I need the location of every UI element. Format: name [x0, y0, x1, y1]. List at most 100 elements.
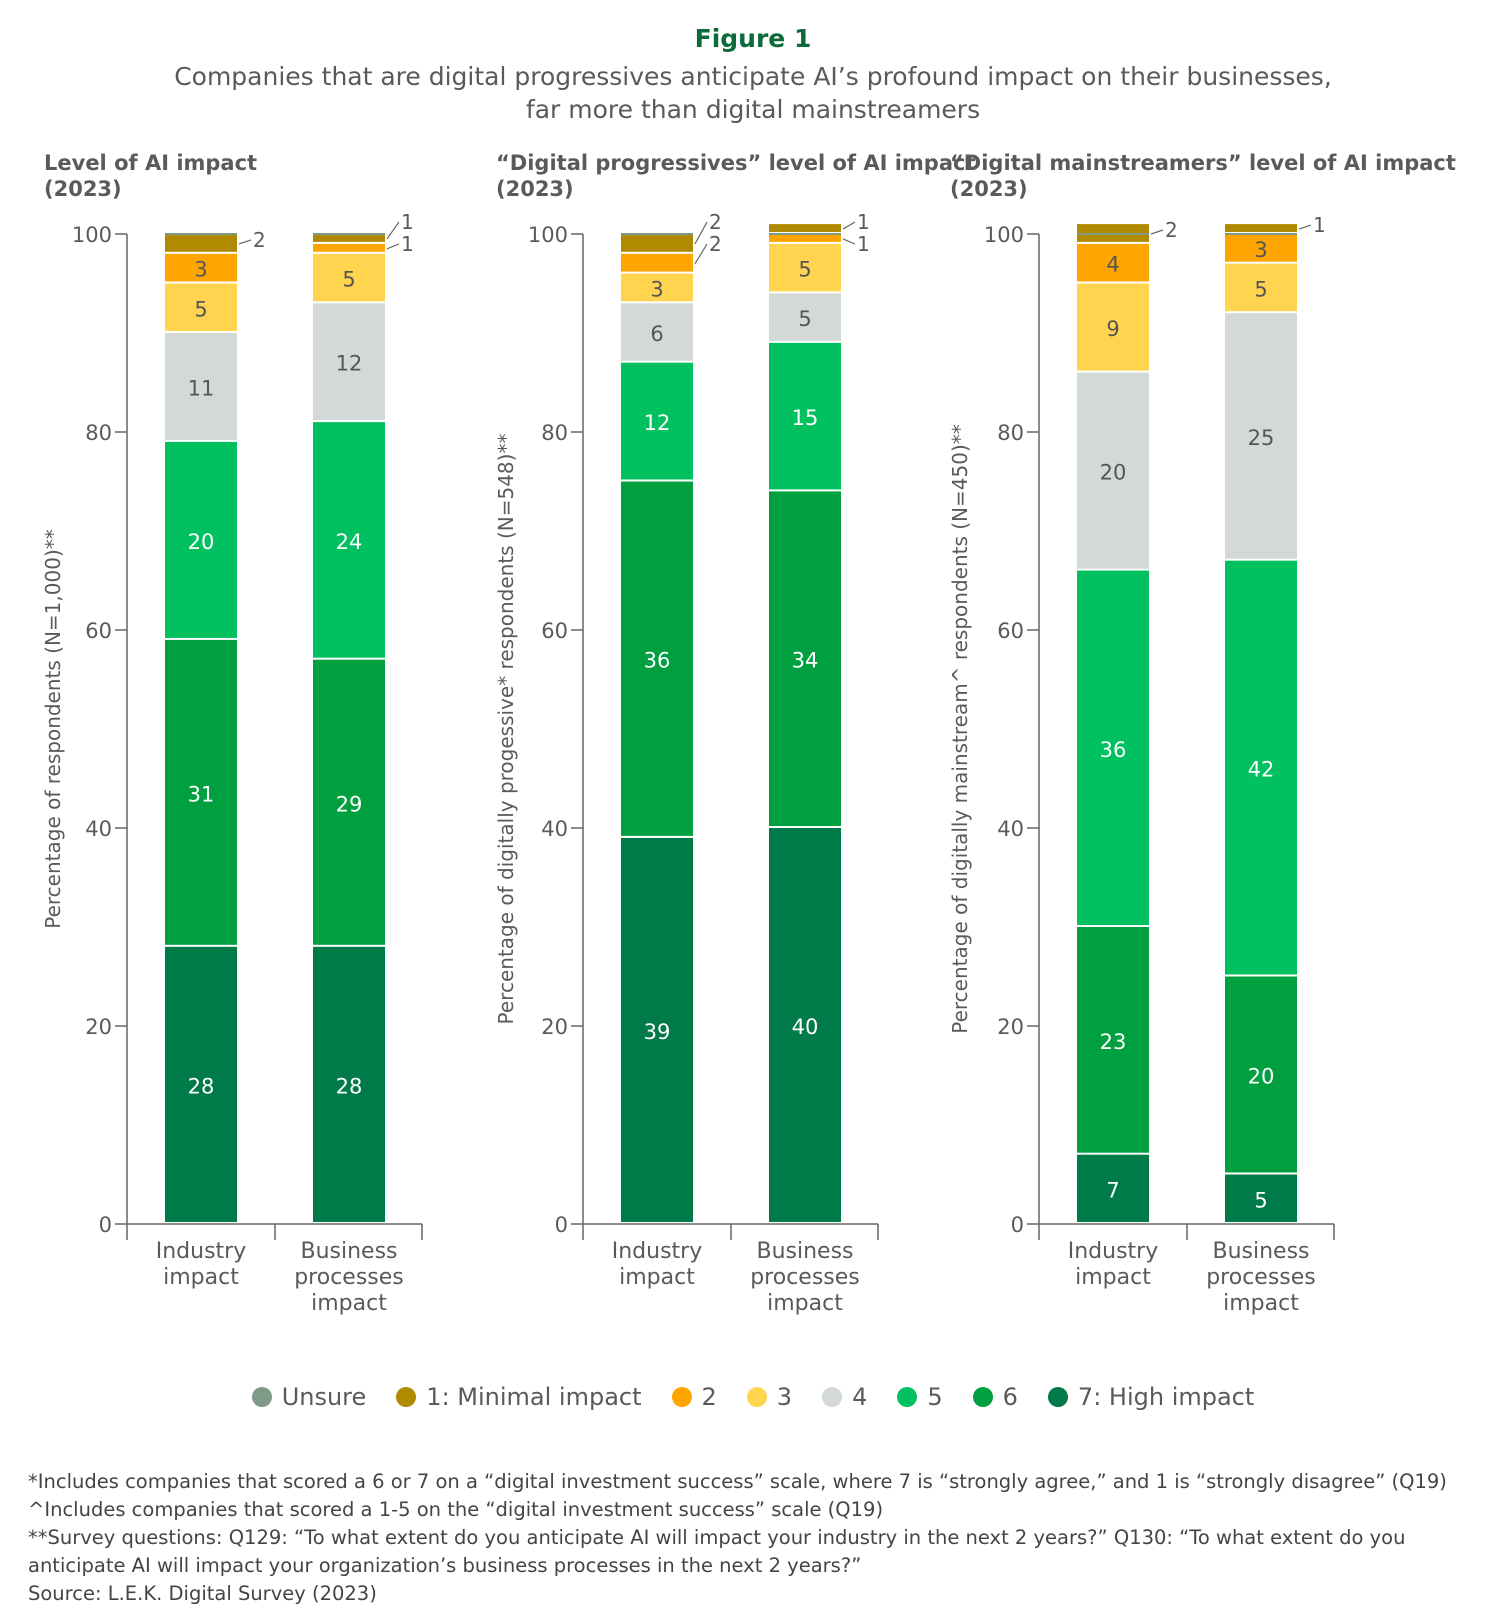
chart-1-label-industry-impact-2: 3	[194, 258, 207, 282]
legend-label-1: 1: Minimal impact	[426, 1383, 642, 1411]
legend-label-7: 7: High impact	[1077, 1383, 1255, 1411]
chart-2-label-industry-impact-3: 3	[650, 277, 663, 301]
chart-2-y-tick-label-0: 0	[555, 1213, 568, 1237]
chart-1-bar-industry-impact-6	[165, 639, 237, 945]
chart-3-callout-business-processes-impact-1-minimal-impact	[1298, 224, 1312, 230]
chart-1-label-business-processes-impact-3: 5	[342, 268, 355, 292]
chart-1-x-label-business-processes-impact-line-2: processes	[294, 1265, 404, 1290]
chart-1-bar-industry-impact-5	[165, 441, 237, 638]
chart-3-label-industry-impact-4: 20	[1100, 461, 1127, 485]
chart-3-bar-industry-impact-2	[1077, 243, 1149, 282]
chart-2-bar-industry-impact-5	[621, 362, 693, 480]
chart-1-callout-business-processes-impact-2	[386, 243, 400, 250]
chart-2-label-business-processes-impact-6: 34	[792, 649, 819, 673]
chart-2-y-tick-label-20: 20	[541, 1015, 568, 1039]
chart-1-y-tick-label-80: 80	[85, 421, 112, 445]
chart-1-bar-industry-impact-2	[165, 253, 237, 282]
legend-item-2: 2	[671, 1383, 717, 1411]
chart-2-label-business-processes-impact-4: 5	[798, 307, 811, 331]
chart-1-label-industry-impact-1-minimal-impact: 2	[253, 228, 266, 252]
legend-swatch-3	[746, 1387, 767, 1407]
footnote-mainstreamers: ^Includes companies that scored a 1-5 on…	[28, 1498, 884, 1521]
chart-1-x-label-business-processes-impact-line-1: Business	[300, 1239, 397, 1264]
legend-item-5: 5	[897, 1383, 943, 1411]
chart-3-label-business-processes-impact-5: 42	[1248, 758, 1275, 782]
chart-2-x-label-business-processes-impact-line-3: impact	[767, 1291, 843, 1316]
chart-3-bar-business-processes-impact-unsure	[1225, 233, 1297, 235]
chart-2-label-industry-impact-4: 6	[650, 322, 663, 346]
chart-2-label-industry-impact-6: 36	[644, 649, 671, 673]
chart-2-bar-business-processes-impact-6	[769, 491, 841, 826]
legend-swatch-1	[396, 1387, 417, 1407]
chart-3-label-industry-impact-3: 9	[1106, 317, 1119, 341]
chart-3-x-label-industry-impact-line-1: Industry	[1068, 1239, 1159, 1264]
chart-1-y-tick-label-40: 40	[85, 817, 112, 841]
chart-2-bar-industry-impact-unsure	[621, 233, 693, 235]
chart-1-bar-business-processes-impact-3	[313, 253, 385, 302]
chart-3-x-label-business-processes-impact-line-2: processes	[1206, 1265, 1316, 1290]
chart-2-y-tick-label-80: 80	[541, 421, 568, 445]
chart-1-label-industry-impact-3: 5	[194, 297, 207, 321]
chart-1-label-business-processes-impact-2: 1	[401, 232, 414, 256]
legend-label-4: 4	[852, 1383, 868, 1411]
chart-3-label-industry-impact-6: 23	[1100, 1030, 1127, 1054]
legend-item-4: 4	[822, 1383, 867, 1411]
chart-2-x-label-business-processes-impact-line-2: processes	[750, 1265, 860, 1290]
legend-item-unsure: Unsure	[251, 1383, 367, 1411]
chart-1-label-business-processes-impact-5: 24	[336, 530, 363, 554]
chart-3-label-industry-impact-5: 36	[1100, 738, 1127, 762]
chart-3-label-business-processes-impact-4: 25	[1248, 426, 1275, 450]
legend-label-5: 5	[927, 1383, 943, 1411]
legend-item-1: 1: Minimal impact	[396, 1383, 642, 1411]
chart-3-y-tick-label-60: 60	[997, 619, 1024, 643]
chart-2-label-industry-impact-7-high-impact: 39	[644, 1020, 671, 1044]
legend-label-unsure: Unsure	[281, 1383, 367, 1411]
chart-3-y-tick-label-0: 0	[1011, 1213, 1024, 1237]
chart-1-y-tick-label-20: 20	[85, 1015, 112, 1039]
chart-1-y-tick-label-60: 60	[85, 619, 112, 643]
chart-3-bar-industry-impact-unsure	[1077, 233, 1149, 235]
chart-1-bar-business-processes-impact-1-minimal-impact	[313, 234, 385, 242]
legend-label-6: 6	[1002, 1383, 1018, 1411]
chart-1-label-industry-impact-7-high-impact: 28	[188, 1074, 215, 1098]
chart-2-callout-industry-impact-1-minimal-impact	[694, 221, 708, 245]
chart-2-label-business-processes-impact-1-minimal-impact: 1	[857, 210, 870, 234]
chart-1-label-business-processes-impact-7-high-impact: 28	[336, 1074, 363, 1098]
chart-2-bar-business-processes-impact-3	[769, 243, 841, 292]
footnote-source: Source: L.E.K. Digital Survey (2023)	[28, 1582, 377, 1605]
chart-2-bar-business-processes-impact-5	[769, 342, 841, 490]
chart-2-y-axis-label: Percentage of digitally progessive* resp…	[494, 434, 518, 1025]
chart-3-y-axis-label: Percentage of digitally mainstream^ resp…	[948, 424, 972, 1034]
chart-3-bar-business-processes-impact-6	[1225, 976, 1297, 1173]
chart-2-y-tick-label-100: 100	[528, 223, 568, 247]
chart-2-label-business-processes-impact-7-high-impact: 40	[792, 1015, 819, 1039]
chart-1-y-tick-label-0: 0	[99, 1213, 112, 1237]
chart-2-x-label-business-processes-impact-line-1: Business	[756, 1239, 853, 1264]
chart-1-y-axis-label: Percentage of respondents (N=1,000)**	[41, 529, 65, 929]
chart-1-label-industry-impact-4: 11	[188, 376, 215, 400]
figure-label: Figure 1	[694, 24, 812, 53]
chart-1-label-business-processes-impact-6: 29	[336, 792, 363, 816]
chart-3-label-business-processes-impact-3: 5	[1254, 277, 1267, 301]
chart-2-callout-industry-impact-2	[694, 243, 708, 265]
chart-3-label-industry-impact-1-minimal-impact: 2	[1165, 218, 1178, 242]
legend-swatch-unsure	[251, 1387, 272, 1407]
charts-canvas: Level of AI impact(2023)020406080100Perc…	[41, 151, 1456, 1316]
chart-3-bar-industry-impact-6	[1077, 927, 1149, 1153]
chart-1-bar-industry-impact-4	[165, 333, 237, 440]
chart-3-y-tick-label-40: 40	[997, 817, 1024, 841]
chart-2-label-business-processes-impact-5: 15	[792, 406, 819, 430]
figure-title: Companies that are digital progressives …	[0, 60, 1506, 126]
chart-1-x-label-business-processes-impact-line-3: impact	[311, 1291, 387, 1316]
chart-1-bar-business-processes-impact-4	[313, 303, 385, 421]
legend-item-6: 6	[972, 1383, 1018, 1411]
chart-1-bar-business-processes-impact-6	[313, 659, 385, 945]
chart-1-bar-industry-impact-1-minimal-impact	[165, 234, 237, 252]
chart-2-bar-business-processes-impact-unsure	[769, 233, 841, 235]
chart-2-bar-business-processes-impact-1-minimal-impact	[769, 224, 841, 232]
chart-2-title-line-2: (2023)	[496, 177, 574, 201]
chart-2-y-tick-label-60: 60	[541, 619, 568, 643]
chart-1-bar-industry-impact-unsure	[165, 233, 237, 235]
chart-2-bar-industry-impact-3	[621, 273, 693, 302]
footnote-survey-questions: **Survey questions: Q129: “To what exten…	[28, 1526, 1406, 1549]
